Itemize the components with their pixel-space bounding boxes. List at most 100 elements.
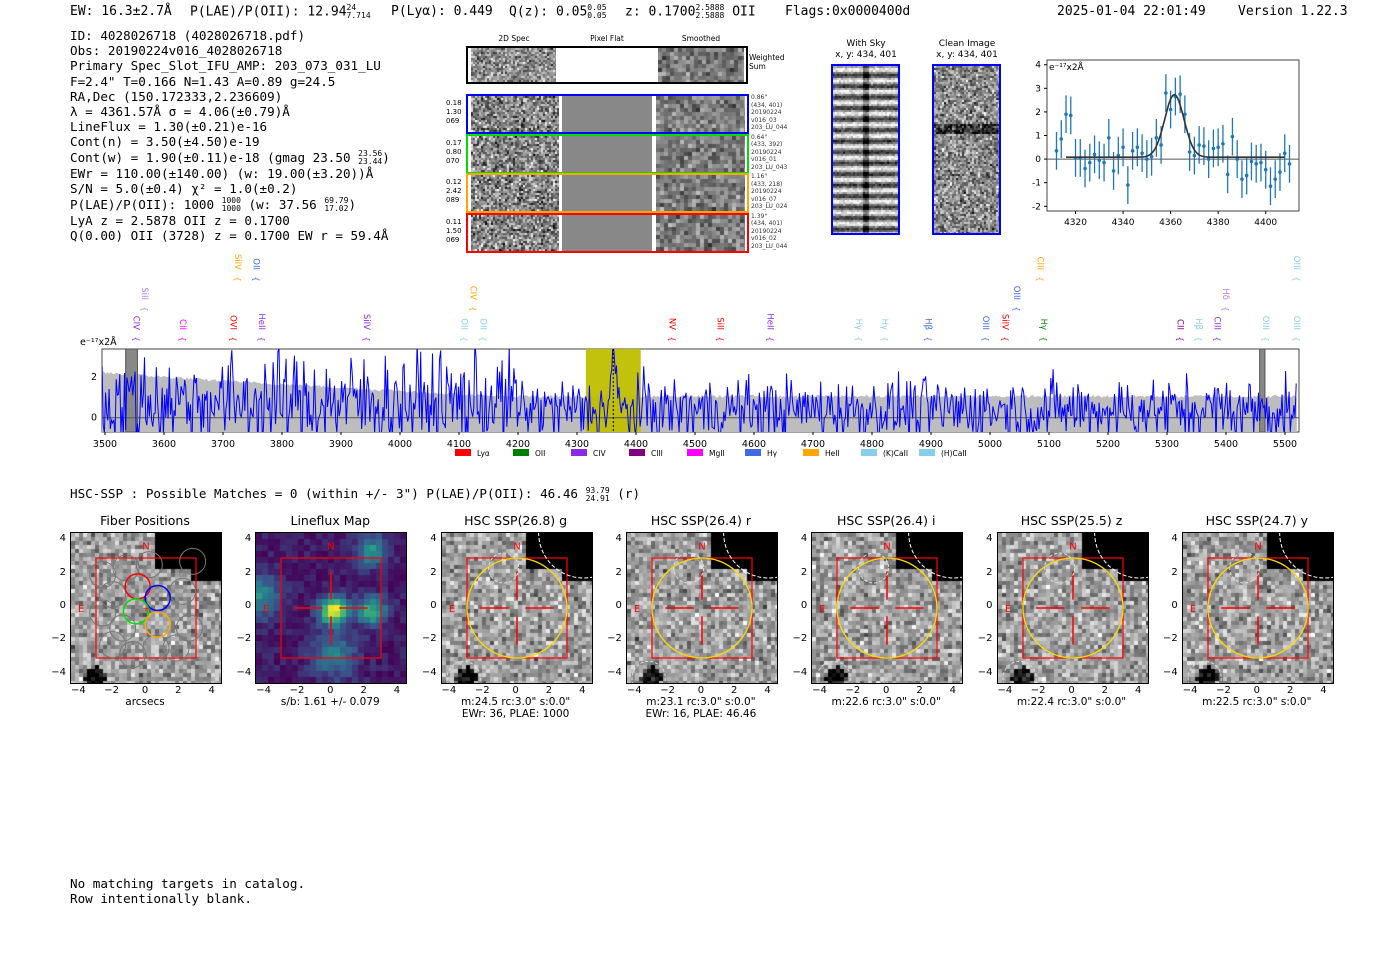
cutout-overlay: NE [631, 533, 777, 683]
cutout-caption: arcsecs [125, 696, 165, 708]
emission-line-marker: { [1176, 336, 1185, 341]
spec2d-row-info-line: (434, 401) [751, 101, 783, 109]
center-marker: + [142, 604, 150, 614]
x-tick-label: 2 [731, 685, 738, 696]
y-tick-label: 2 [244, 566, 252, 578]
data-point [1164, 91, 1168, 95]
spec2d-row-stat: 0.11 [446, 217, 462, 226]
flux-line [102, 349, 1297, 432]
aperture-circle [1207, 557, 1309, 659]
y-tick-label: 1 [1035, 132, 1041, 142]
emission-line-marker: { [459, 336, 468, 341]
spec2d-row-stat: 089 [446, 196, 460, 204]
x-tick-label: 4500 [683, 439, 707, 450]
line-fit-chart: 4320 4340 4360 4380 4400 -2 -1 0 1 2 3 4 e⁻¹⁷x2Å [1032, 59, 1300, 228]
catalog-ellipse [858, 552, 890, 584]
east-label: E [1190, 604, 1196, 615]
data-point [1059, 137, 1064, 141]
emission-line-marker: { [924, 336, 933, 341]
data-point [1154, 136, 1159, 140]
info-contw: Cont(w) = 1.90(±0.11)e-18 (gmag 23.50 23… [70, 150, 390, 167]
y-tick-label: −4 [421, 666, 437, 678]
emission-line-marker: { [233, 276, 242, 281]
cutout-title: HSC SSP(26.4) r [650, 513, 751, 528]
header-version: Version 1.22.3 [1238, 4, 1348, 19]
cutout-overlay: NE [446, 533, 592, 683]
cutout-caption-2: EWr: 16, PLAE: 46.46 [645, 708, 757, 720]
emission-line-marker: { [1292, 276, 1301, 281]
info-contw-hi: 23.56 [358, 149, 383, 159]
y-tick-label: 2 [615, 566, 622, 578]
spec2d-row-info-line: 0.64" [751, 133, 768, 141]
header-plae-hi: 24 [346, 3, 357, 12]
x-tick-label: 4700 [801, 439, 825, 450]
spec2d-row-stats: 0.17 0.80 070 [446, 139, 462, 166]
fiber-circle-highlight [144, 611, 171, 638]
gaussian-fit-curve [1066, 93, 1285, 158]
catalog-ellipse [446, 660, 481, 683]
data-point [1278, 170, 1282, 174]
pixel-flat-image [562, 214, 652, 251]
emission-line-label: OIII [1291, 316, 1301, 330]
y-unit-label: e⁻¹⁷x2Å [1049, 61, 1085, 73]
emission-line-marker: { [1000, 336, 1009, 341]
x-tick-label: 4900 [919, 439, 943, 450]
info-contw-lo: 23.44 [358, 157, 383, 167]
data-point [1054, 149, 1059, 153]
emission-line-label: CIII [1034, 257, 1044, 270]
y-tick-label: −2 [236, 633, 252, 645]
info-sn: S/N = 5.0(±0.4) χ² = 1.0(±0.2) [70, 181, 298, 197]
emission-line-label: Hγ [853, 319, 863, 330]
spec2d-image [471, 96, 559, 132]
y-tick-label: 0 [1035, 155, 1041, 165]
info-id: ID: 4028026718 (4028026718.pdf) [70, 28, 306, 43]
data-point [1244, 173, 1249, 178]
spec2d-row-stat: 0.80 [446, 147, 462, 156]
x-tick-label: 3600 [152, 439, 176, 450]
fiber-circle [109, 614, 137, 642]
header-qz-range: 0.05 0.05 [587, 4, 606, 20]
y-tick-label: 2 [800, 566, 808, 578]
x-tick-label: 2 [175, 685, 182, 696]
x-tick-label: 4320 [1064, 218, 1087, 228]
legend-label: CIII [651, 449, 663, 458]
spec2d-row-info-line: v016_02 [751, 235, 777, 242]
data-point [1268, 184, 1273, 189]
legend-label: (K)CaII [883, 449, 908, 458]
smoothed-image [656, 96, 745, 132]
emission-line-marker: { [468, 306, 477, 311]
x-tick-label: 4 [949, 685, 957, 696]
data-point [1206, 157, 1211, 161]
spec2d-image [471, 135, 559, 172]
emission-line-label: CIII [1211, 317, 1221, 330]
east-label: E [78, 604, 84, 615]
catalog-ellipse [1278, 533, 1333, 579]
data-point [1092, 152, 1097, 157]
y-tick-label: −4 [1163, 666, 1178, 678]
spec2d-row-info-line: 1.16" [751, 173, 768, 180]
x-tick-label: −2 [1030, 685, 1046, 696]
spec2d-row-stat: 069 [446, 235, 460, 244]
data-point [1083, 166, 1087, 171]
info-lya-z: LyA z = 2.5878 OII z = 0.1700 [70, 213, 290, 229]
legend-swatch [629, 449, 645, 456]
x-tick-label: 2 [1101, 685, 1109, 696]
x-tick-label: 0 [327, 685, 334, 696]
catalog-ellipse [673, 552, 705, 584]
spec2d-row-stats: 0.12 2.42 089 [446, 178, 462, 205]
emission-line-label: Hβ [1193, 318, 1203, 330]
x-tick-label: 5100 [1037, 439, 1061, 450]
x-tick-label: 5300 [1155, 439, 1179, 450]
info-plae-w-hi: 69.79 [324, 196, 349, 206]
weighted-2d-spec [471, 48, 556, 82]
cutout-overlay: NE [816, 533, 963, 683]
cutout-fibers: + N E [70, 532, 222, 684]
weighted-smoothed [658, 48, 744, 82]
y-tick-label: −4 [977, 666, 993, 678]
data-point [1178, 92, 1182, 97]
catalog-ellipse [631, 660, 666, 683]
cutout-overlay: NE [1187, 533, 1333, 683]
info-plae-w-lo: 17.02 [324, 204, 349, 214]
